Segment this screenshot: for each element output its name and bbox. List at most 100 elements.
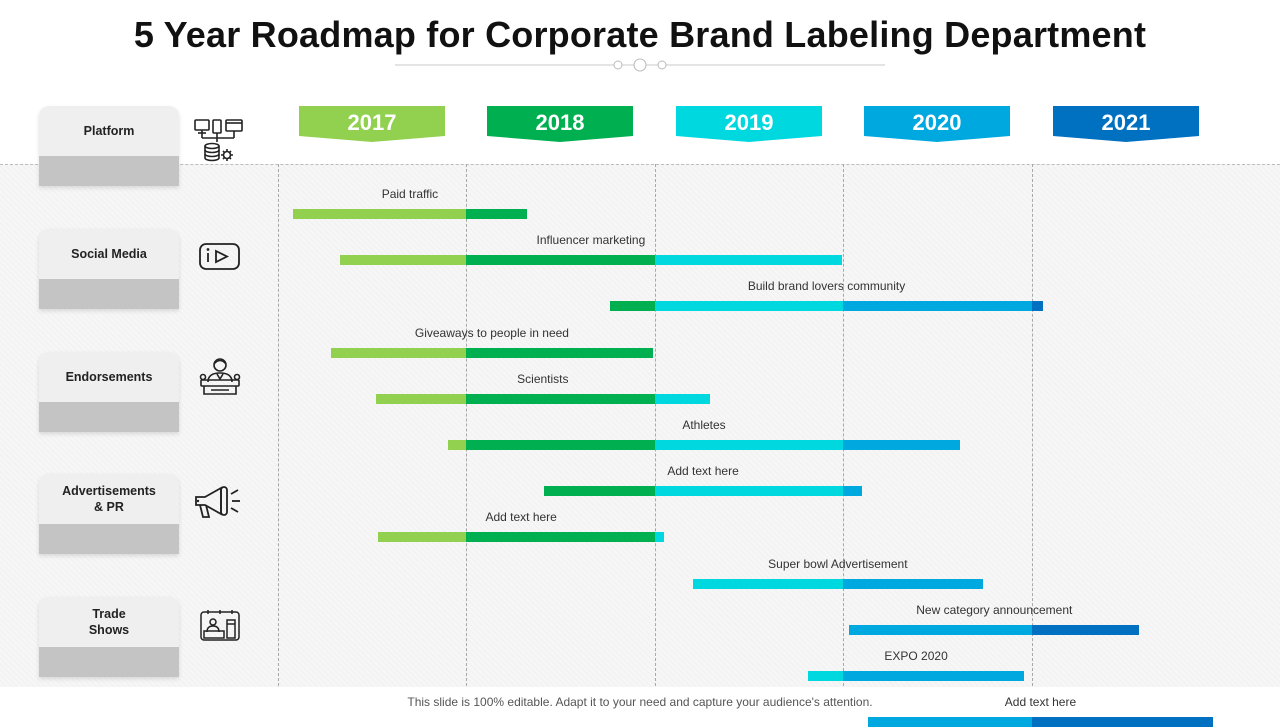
- year-label: 2020: [912, 110, 962, 135]
- bar-segment-2019: [654, 440, 844, 450]
- bar-segment-2017: [330, 347, 467, 358]
- year-label: 2019: [724, 110, 774, 135]
- timeline-bar: [543, 486, 863, 497]
- bar-segment-2020: [849, 624, 1032, 635]
- bar-label: New category announcement: [916, 602, 1073, 617]
- year-tag-2017: 2017: [299, 106, 445, 142]
- timeline-bar: [692, 578, 983, 589]
- timeline-bar: [868, 717, 1213, 727]
- bar-segment-2019: [654, 255, 842, 266]
- category-card-base: [39, 156, 179, 186]
- footer-note: This slide is 100% editable. Adapt it to…: [407, 695, 873, 709]
- bar-label: Athletes: [682, 418, 726, 432]
- bar-segment-2021: [1031, 717, 1213, 727]
- timeline-bar: [376, 393, 710, 404]
- bar-segment-2017: [340, 255, 467, 266]
- bar-segment-2019: [807, 671, 844, 681]
- bar-segment-2020: [843, 578, 983, 589]
- bar-segment-2018: [543, 486, 655, 497]
- bar-label: Influencer marketing: [536, 233, 646, 248]
- timeline-bar: [330, 347, 654, 358]
- bar-label: Paid traffic: [381, 187, 439, 201]
- bar-label: Add text here: [1004, 695, 1077, 710]
- trade-show-booth-icon: [200, 610, 240, 641]
- category-label: Platform: [83, 124, 135, 138]
- bar-segment-2019: [654, 486, 844, 497]
- bar-segment-2020: [843, 486, 863, 497]
- year-tag-2021: 2021: [1053, 106, 1199, 142]
- bar-segment-2019: [654, 301, 844, 312]
- megaphone-icon: [195, 486, 240, 518]
- bar-segment-2018: [466, 347, 654, 358]
- video-play-icon: [199, 243, 240, 270]
- timeline-bar: [340, 255, 842, 266]
- bar-segment-2019: [692, 578, 844, 589]
- category-card-base: [39, 279, 179, 309]
- bar-label: Add text here: [485, 510, 557, 525]
- timeline-bar: [377, 532, 665, 543]
- bar-segment-2019: [654, 393, 710, 404]
- year-divider-2021: [1032, 164, 1033, 686]
- bar-segment-2021: [1031, 301, 1044, 312]
- category-card-endorsements: Endorsements: [39, 352, 179, 432]
- category-card-base: [39, 402, 179, 432]
- year-tag-shape: [487, 106, 633, 142]
- timeline-start-line: [278, 164, 279, 686]
- year-label: 2021: [1101, 110, 1151, 135]
- year-label: 2017: [347, 110, 397, 135]
- category-card-platform: Platform: [39, 106, 179, 186]
- bar-segment-2017: [377, 532, 467, 543]
- bar-segment-2020: [843, 440, 961, 450]
- year-divider-2019: [655, 164, 656, 686]
- title-divider: [395, 58, 885, 72]
- category-card-base: [39, 524, 179, 554]
- category-card-base: [39, 647, 179, 677]
- year-divider-2020: [843, 164, 844, 686]
- category-card-social-media: Social Media: [39, 229, 179, 309]
- bar-segment-2018: [466, 255, 655, 266]
- year-tag-2019: 2019: [676, 106, 822, 142]
- timeline-bar: [447, 440, 961, 450]
- timeline-bar: [849, 624, 1140, 635]
- bar-segment-2020: [868, 717, 1032, 727]
- bar-segment-2017: [376, 393, 467, 404]
- timeline-grid: [0, 164, 1280, 687]
- bar-label: Giveaways to people in need: [414, 325, 569, 340]
- year-tag-shape: [1053, 106, 1199, 142]
- bar-segment-2018: [466, 393, 655, 404]
- year-divider-2018: [466, 164, 467, 686]
- category-card-trade-shows: Trade Shows: [39, 597, 179, 677]
- bar-label: Build brand lovers community: [747, 279, 906, 294]
- category-card-advertisements: Advertisements & PR: [39, 474, 179, 554]
- page-title: 5 Year Roadmap for Corporate Brand Label…: [133, 14, 1147, 55]
- bar-segment-2018: [466, 209, 527, 219]
- year-tag-shape: [864, 106, 1010, 142]
- bar-segment-2021: [1031, 624, 1140, 635]
- bar-segment-2018: [466, 532, 655, 543]
- bar-segment-2019: [654, 532, 665, 543]
- bar-segment-2020: [843, 671, 1025, 681]
- bar-segment-2020: [843, 301, 1032, 312]
- category-label: Advertisements & PR: [62, 484, 156, 514]
- bar-label: Add text here: [667, 464, 739, 479]
- bar-label: Super bowl Advertisement: [768, 556, 908, 571]
- bar-label: EXPO 2020: [884, 649, 948, 663]
- bar-segment-2017: [447, 440, 467, 450]
- category-label: Trade Shows: [88, 607, 130, 637]
- bar-segment-2018: [609, 301, 655, 312]
- computer-network-database-icon: [194, 119, 243, 162]
- year-tag-2020: 2020: [864, 106, 1010, 142]
- bar-segment-2018: [466, 440, 655, 450]
- year-tag-2018: 2018: [487, 106, 633, 142]
- category-label: Social Media: [71, 247, 147, 261]
- timeline-bar: [609, 301, 1044, 312]
- year-tag-shape: [676, 106, 822, 142]
- year-label: 2018: [535, 110, 585, 135]
- bar-label: Scientists: [517, 371, 569, 386]
- timeline-bar: [293, 209, 527, 219]
- year-tag-shape: [299, 106, 445, 142]
- timeline-bar: [807, 671, 1025, 681]
- news-anchor-person-icon: [199, 358, 241, 395]
- category-label: Endorsements: [65, 370, 153, 384]
- bar-segment-2017: [293, 209, 467, 219]
